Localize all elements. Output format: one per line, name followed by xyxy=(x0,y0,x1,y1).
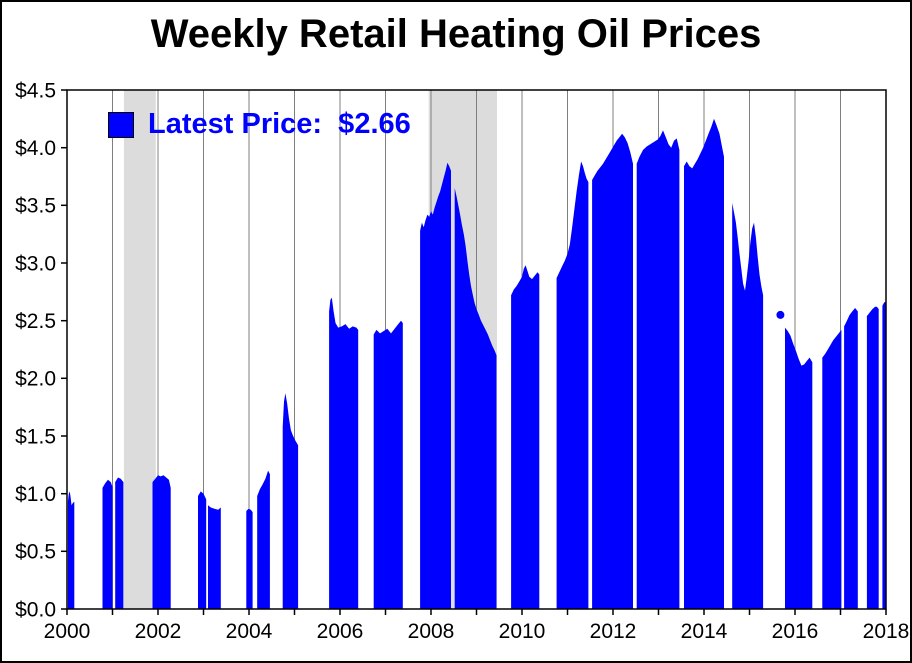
price-area-segment xyxy=(257,470,270,609)
price-area-segment xyxy=(152,475,171,609)
y-axis-label: $3.5 xyxy=(15,195,56,218)
x-axis-label: 2000 xyxy=(44,620,91,643)
x-axis-label: 2006 xyxy=(317,620,364,643)
plot-frame xyxy=(66,89,887,610)
price-area-segment xyxy=(282,393,299,609)
y-axis-label: $4.0 xyxy=(15,137,56,160)
y-axis-label: $0.5 xyxy=(15,541,56,564)
price-area-segment xyxy=(373,320,403,609)
x-axis-label: 2014 xyxy=(681,620,728,643)
x-axis-label: 2008 xyxy=(408,620,455,643)
y-axis-label: $2.0 xyxy=(15,368,56,391)
price-area-segment xyxy=(420,162,451,609)
price-area-segment xyxy=(67,491,75,609)
y-axis-label: $1.0 xyxy=(15,483,56,506)
x-axis-label: 2004 xyxy=(226,620,273,643)
price-area-segment xyxy=(866,306,879,609)
legend-swatch-icon xyxy=(108,111,134,138)
price-area-segment xyxy=(785,327,813,609)
price-area-segment xyxy=(556,161,589,609)
y-axis-label: $1.5 xyxy=(15,425,56,448)
legend: Latest Price: $2.66 xyxy=(108,108,411,141)
x-axis-label: 2016 xyxy=(772,620,819,643)
x-axis-label: 2002 xyxy=(135,620,182,643)
price-area-segment xyxy=(732,203,764,609)
price-area-segment xyxy=(115,477,124,609)
y-axis-label: $2.5 xyxy=(15,310,56,333)
x-axis-label: 2012 xyxy=(590,620,637,643)
price-area-segment xyxy=(208,505,221,609)
legend-label: Latest Price: $2.66 xyxy=(148,108,411,140)
price-area-segment xyxy=(592,133,633,610)
x-axis-label: 2010 xyxy=(499,620,546,643)
y-axis-label: $4.5 xyxy=(15,79,56,102)
price-area-segment xyxy=(246,508,253,609)
price-area-segment xyxy=(636,130,680,609)
price-area-segment xyxy=(882,302,886,609)
y-axis-label: $0.0 xyxy=(15,598,56,621)
y-axis-label: $3.0 xyxy=(15,252,56,275)
recession-band xyxy=(123,90,156,609)
price-area-segment xyxy=(198,491,207,609)
chart-title: Weekly Retail Heating Oil Prices xyxy=(150,12,762,56)
price-area-segment xyxy=(329,297,359,609)
x-axis-label: 2018 xyxy=(863,620,910,643)
price-area-segment xyxy=(102,479,113,609)
price-area-segment xyxy=(844,308,858,609)
price-area-segment xyxy=(684,118,724,610)
price-dot xyxy=(776,310,785,319)
price-area-segment xyxy=(454,188,497,609)
price-area-segment xyxy=(822,329,842,609)
price-area-segment xyxy=(511,265,540,609)
